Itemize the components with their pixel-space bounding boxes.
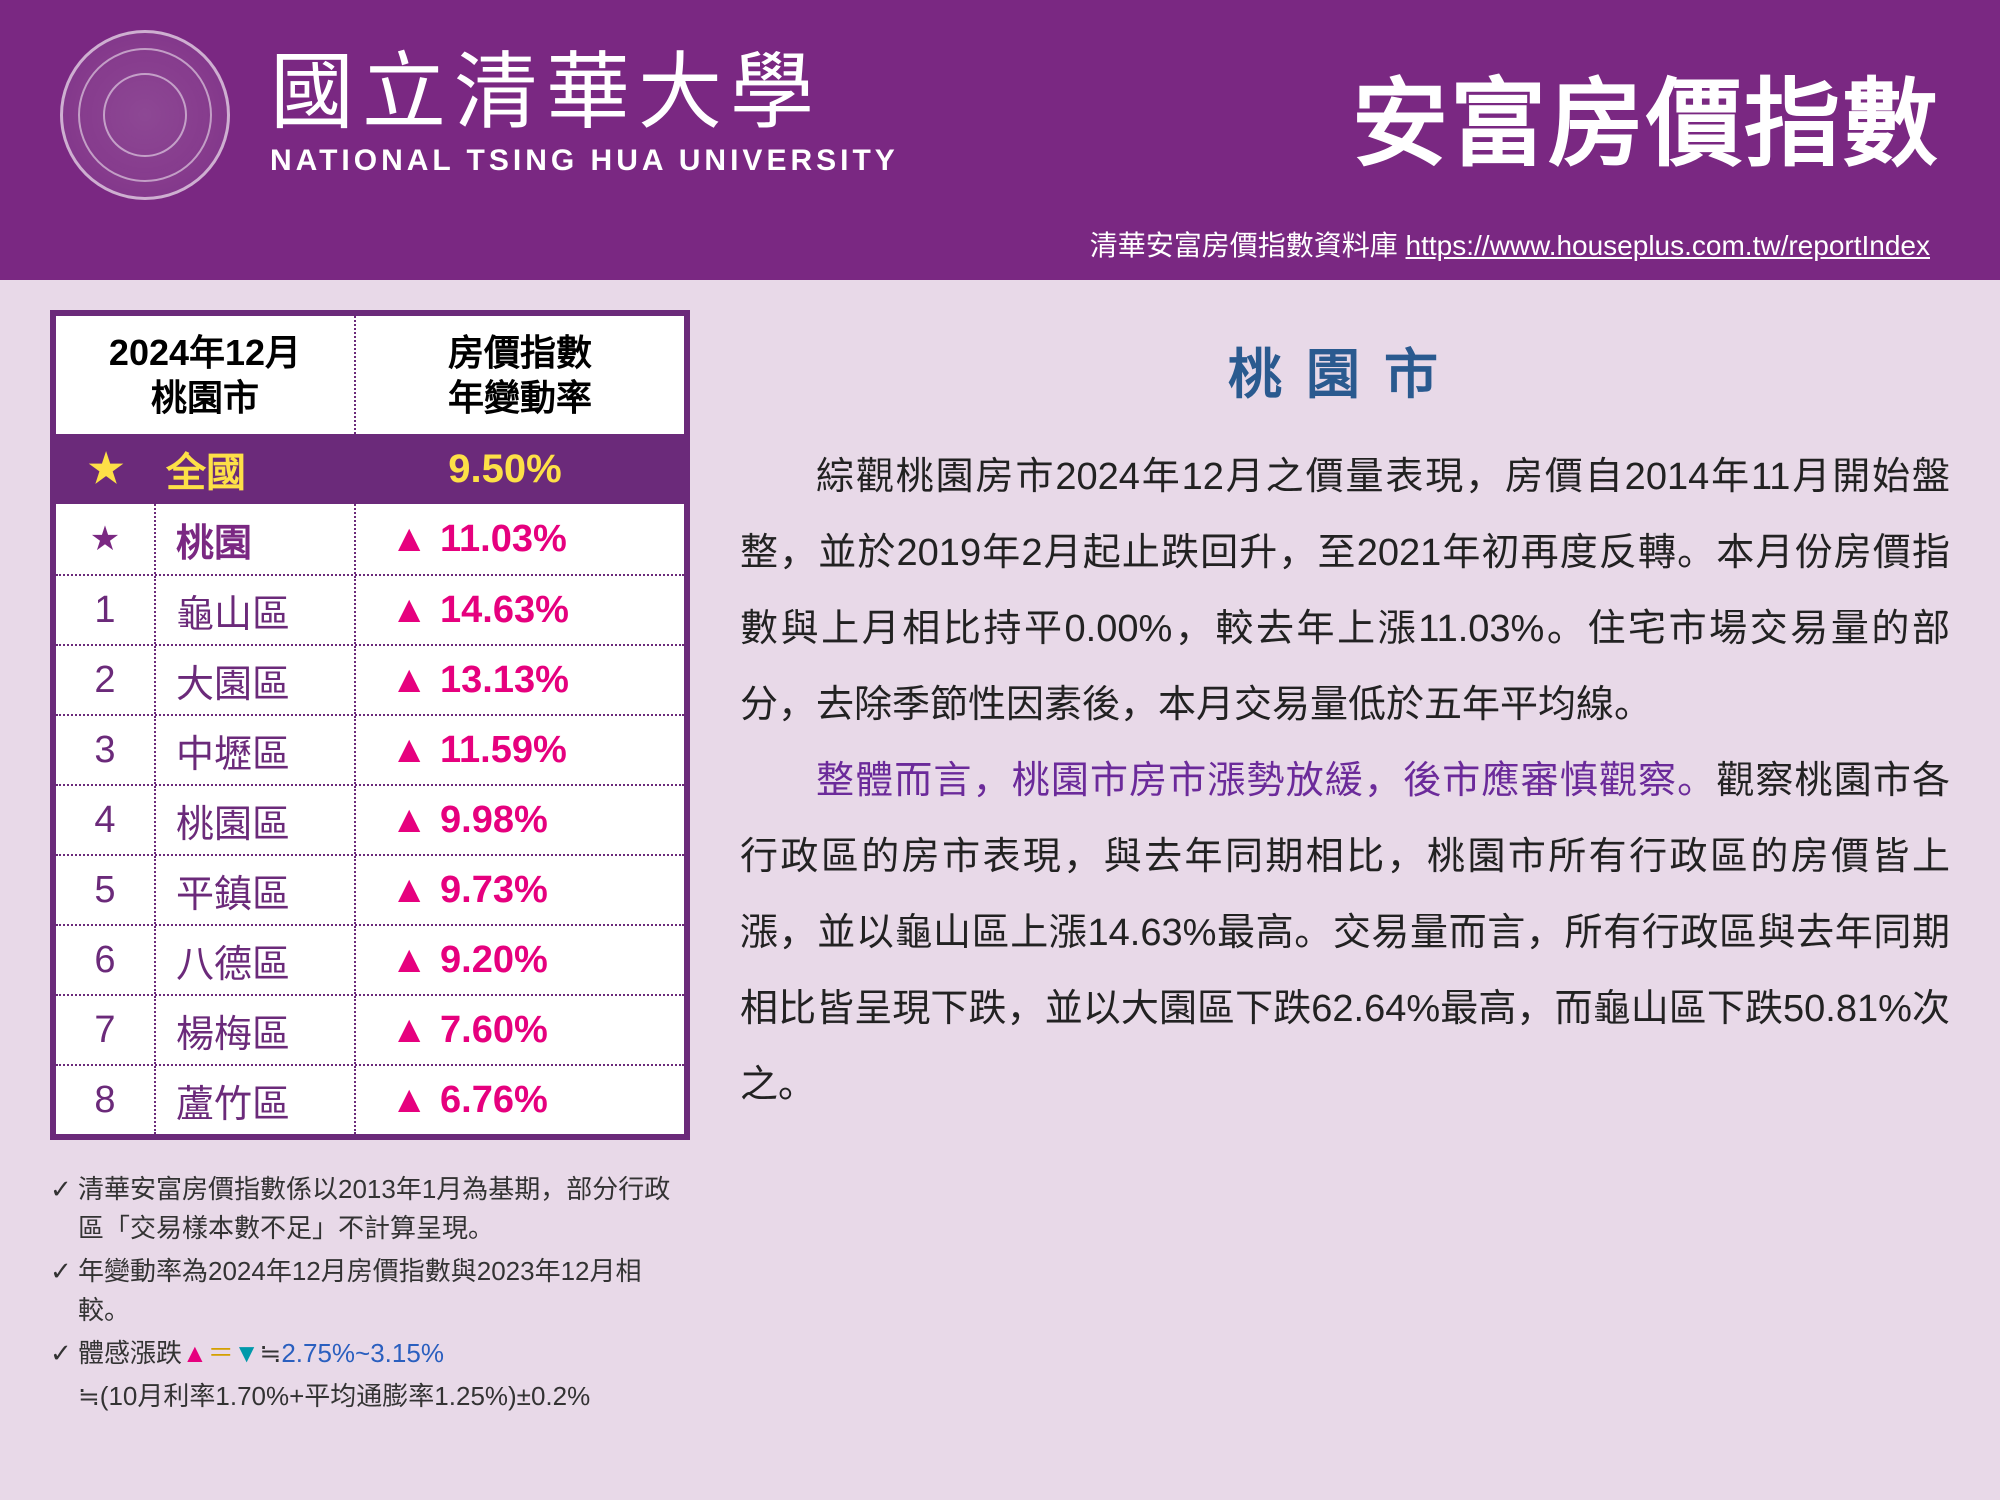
table-row: 5平鎮區▲9.73% xyxy=(56,854,684,924)
change-value-cell: 9.73% xyxy=(436,869,684,912)
district-name-cell: 桃園區 xyxy=(156,786,356,854)
footnote-4: ≒(10月利率1.70%+平均通膨率1.25%)±0.2% xyxy=(50,1377,690,1416)
up-arrow-icon: ▲ xyxy=(356,659,436,702)
table-row: 2大園區▲13.13% xyxy=(56,644,684,714)
rank-cell: 5 xyxy=(56,856,156,924)
district-name-cell: 大園區 xyxy=(156,646,356,714)
check-icon: ✓ xyxy=(50,1334,78,1373)
article-city-title: 桃園市 xyxy=(740,330,1950,409)
article-paragraph-2: 整體而言，桃園市房市漲勢放緩，後市應審慎觀察。觀察桃園市各行政區的房市表現，與去… xyxy=(740,743,1950,1123)
rank-cell: 1 xyxy=(56,576,156,644)
national-row: ★ 全國 9.50% xyxy=(56,434,684,504)
footnote-3: ✓ 體感漲跌▲＝▼≒2.75%~3.15% xyxy=(50,1334,690,1373)
district-name-cell: 平鎮區 xyxy=(156,856,356,924)
up-arrow-icon: ▲ xyxy=(182,1338,208,1368)
change-value-cell: 7.60% xyxy=(436,1009,684,1052)
equal-icon: ＝ xyxy=(208,1338,234,1368)
change-value-cell: 9.98% xyxy=(436,799,684,842)
table-header-row: 2024年12月桃園市 房價指數年變動率 xyxy=(56,316,684,434)
table-row: 7楊梅區▲7.60% xyxy=(56,994,684,1064)
university-name-cn: 國立清華大學 xyxy=(270,52,899,136)
national-value: 9.50% xyxy=(356,447,684,492)
left-column: 2024年12月桃園市 房價指數年變動率 ★ 全國 9.50% ★桃園▲11.0… xyxy=(50,310,690,1420)
up-arrow-icon: ▲ xyxy=(356,729,436,772)
national-star-icon: ★ xyxy=(56,446,156,492)
price-index-table: 2024年12月桃園市 房價指數年變動率 ★ 全國 9.50% ★桃園▲11.0… xyxy=(50,310,690,1140)
rank-cell: 4 xyxy=(56,786,156,854)
table-row: 1龜山區▲14.63% xyxy=(56,574,684,644)
right-column: 桃園市 綜觀桃園房市2024年12月之價量表現，房價自2014年11月開始盤整，… xyxy=(740,310,1950,1420)
table-row: 4桃園區▲9.98% xyxy=(56,784,684,854)
district-name-cell: 八德區 xyxy=(156,926,356,994)
table-row: ★桃園▲11.03% xyxy=(56,504,684,574)
table-row: 6八德區▲9.20% xyxy=(56,924,684,994)
table-row: 3中壢區▲11.59% xyxy=(56,714,684,784)
change-value-cell: 9.20% xyxy=(436,939,684,982)
rank-cell: 6 xyxy=(56,926,156,994)
university-name-en: NATIONAL TSING HUA UNIVERSITY xyxy=(270,144,899,178)
rank-cell: 8 xyxy=(56,1066,156,1134)
check-icon: ✓ xyxy=(50,1170,78,1248)
change-value-cell: 13.13% xyxy=(436,659,684,702)
header-banner: 國立清華大學 NATIONAL TSING HUA UNIVERSITY 安富房… xyxy=(0,0,2000,280)
table-header-right: 房價指數年變動率 xyxy=(356,316,684,434)
change-value-cell: 11.03% xyxy=(436,518,684,561)
table-row: 8蘆竹區▲6.76% xyxy=(56,1064,684,1134)
footnotes: ✓ 清華安富房價指數係以2013年1月為基期，部分行政區「交易樣本數不足」不計算… xyxy=(50,1170,690,1416)
up-arrow-icon: ▲ xyxy=(356,518,436,561)
check-icon: ✓ xyxy=(50,1252,78,1330)
rank-cell: 3 xyxy=(56,716,156,784)
content-area: 2024年12月桃園市 房價指數年變動率 ★ 全國 9.50% ★桃園▲11.0… xyxy=(0,280,2000,1440)
down-arrow-icon: ▼ xyxy=(234,1338,260,1368)
change-value-cell: 11.59% xyxy=(436,729,684,772)
up-arrow-icon: ▲ xyxy=(356,869,436,912)
district-name-cell: 桃園 xyxy=(156,504,356,574)
article-highlight: 整體而言，桃園市房市漲勢放緩，後市應審慎觀察。 xyxy=(816,760,1716,802)
university-seal-icon xyxy=(60,30,230,200)
up-arrow-icon: ▲ xyxy=(356,939,436,982)
up-arrow-icon: ▲ xyxy=(356,1079,436,1122)
header-main: 國立清華大學 NATIONAL TSING HUA UNIVERSITY 安富房… xyxy=(60,30,1940,200)
district-name-cell: 蘆竹區 xyxy=(156,1066,356,1134)
table-body: ★桃園▲11.03%1龜山區▲14.63%2大園區▲13.13%3中壢區▲11.… xyxy=(56,504,684,1134)
national-label: 全國 xyxy=(156,440,356,498)
rank-cell: ★ xyxy=(56,504,156,574)
district-name-cell: 龜山區 xyxy=(156,576,356,644)
change-value-cell: 14.63% xyxy=(436,589,684,632)
footnote-1: ✓ 清華安富房價指數係以2013年1月為基期，部分行政區「交易樣本數不足」不計算… xyxy=(50,1170,690,1248)
table-header-left: 2024年12月桃園市 xyxy=(56,316,356,434)
rank-cell: 7 xyxy=(56,996,156,1064)
up-arrow-icon: ▲ xyxy=(356,1009,436,1052)
database-line: 清華安富房價指數資料庫 https://www.houseplus.com.tw… xyxy=(60,224,1940,264)
change-value-cell: 6.76% xyxy=(436,1079,684,1122)
database-url[interactable]: https://www.houseplus.com.tw/reportIndex xyxy=(1406,230,1930,261)
university-name-block: 國立清華大學 NATIONAL TSING HUA UNIVERSITY xyxy=(270,52,899,178)
up-arrow-icon: ▲ xyxy=(356,799,436,842)
report-title: 安富房價指數 xyxy=(1352,46,1940,185)
up-arrow-icon: ▲ xyxy=(356,589,436,632)
district-name-cell: 楊梅區 xyxy=(156,996,356,1064)
district-name-cell: 中壢區 xyxy=(156,716,356,784)
article-paragraph-1: 綜觀桃園房市2024年12月之價量表現，房價自2014年11月開始盤整，並於20… xyxy=(740,439,1950,743)
footnote-2: ✓ 年變動率為2024年12月房價指數與2023年12月相較。 xyxy=(50,1252,690,1330)
database-label: 清華安富房價指數資料庫 xyxy=(1090,230,1398,261)
rank-cell: 2 xyxy=(56,646,156,714)
